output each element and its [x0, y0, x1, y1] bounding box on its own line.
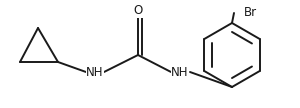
Text: NH: NH [86, 65, 104, 79]
Text: NH: NH [171, 65, 189, 79]
Text: Br: Br [244, 6, 257, 20]
Text: O: O [134, 5, 142, 17]
